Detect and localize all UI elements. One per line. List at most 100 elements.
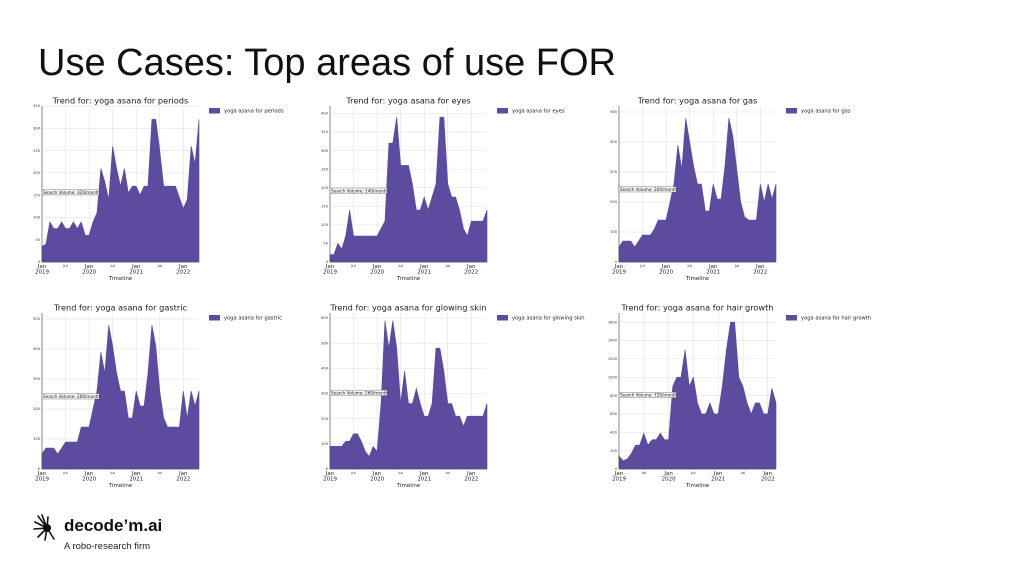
annotation-label: Search Volume: 140/month [331, 188, 388, 193]
x-tick-label-line: Jan [466, 471, 476, 477]
chart-glowing-skin: Trend for: yoga asana for glowing skin 0 1… [316, 303, 586, 493]
legend-label: yoga asana for periods [224, 109, 284, 115]
x-minor-tick-label: Jul [109, 264, 114, 268]
annotation-box [41, 393, 100, 400]
y-tick-label: 350 [33, 104, 41, 108]
x-tick-label-line: 2020 [662, 477, 676, 483]
y-tick-label: 400 [610, 430, 618, 434]
x-tick-label-line: Jan [178, 471, 188, 477]
area-series [41, 119, 200, 263]
y-tick-label: 400 [33, 347, 41, 351]
y-tick-label: 0 [38, 260, 41, 264]
y-tick-label: 500 [321, 341, 329, 345]
x-minor-tick-label: Jul [445, 471, 450, 475]
area-series [41, 324, 200, 470]
robot-hand-logo-icon [33, 514, 55, 541]
chart-title: Trend for: yoga asana for periods [52, 96, 188, 106]
y-tick-label: 0 [38, 467, 41, 471]
y-tick-label: 600 [321, 316, 329, 320]
x-minor-tick-label: Jul [740, 471, 745, 475]
x-tick-label-line: Jan [37, 264, 47, 270]
x-tick-label-line: Jan [325, 264, 335, 270]
y-tick-label: 600 [610, 412, 618, 416]
y-tick-label: 100 [610, 230, 618, 234]
x-tick-label-line: 2022 [464, 270, 478, 276]
y-tick-label: 1200 [608, 357, 618, 361]
x-tick-label-line: Jan [178, 264, 188, 270]
x-tick-label-line: Jan [84, 264, 94, 270]
x-tick-label-line: 2021 [706, 270, 720, 276]
x-tick-label: Jan 2022 [464, 264, 478, 276]
annotation-label: Search Volume: 720/month [620, 392, 677, 397]
y-tick-label: 500 [610, 110, 618, 114]
x-tick-label-line: 2019 [35, 270, 49, 276]
x-tick-label: Jan 2020 [82, 264, 96, 276]
y-tick-label: 50 [35, 238, 40, 242]
annotation-label: Search Volume: 320/month [43, 190, 100, 195]
y-tick-label: 0 [615, 260, 618, 264]
chart-hair-growth: Trend for: yoga asana for hair growth 0 20… [605, 303, 875, 493]
y-tick-label: 0 [615, 467, 618, 471]
brand-name: decode’m.ai [64, 516, 163, 535]
y-tick-label: 150 [33, 193, 41, 197]
x-tick-label-line: 2022 [464, 477, 478, 483]
x-tick-label: Jan 2022 [761, 471, 775, 483]
y-tick-label: 250 [321, 167, 329, 171]
x-tick-label-line: 2020 [659, 270, 673, 276]
x-minor-tick-label: Jul [397, 264, 402, 268]
x-tick-label-line: 2021 [711, 477, 725, 483]
annotation-box [329, 389, 388, 396]
chart-title: Trend for: yoga asana for gas [637, 96, 758, 106]
x-tick-label: Jan 2020 [370, 471, 384, 483]
x-tick-label: Jan 2019 [323, 264, 337, 276]
legend-swatch [209, 108, 220, 114]
annotation-box [618, 186, 677, 193]
x-tick-label-line: Jan [419, 264, 429, 270]
x-tick-label-line: Jan [661, 264, 671, 270]
x-tick-label-line: 2019 [323, 270, 337, 276]
y-tick-label: 800 [610, 394, 618, 398]
x-tick-label: Jan 2020 [659, 264, 673, 276]
x-tick-label: Jan 2021 [129, 471, 143, 483]
x-tick-label: Jan 2022 [176, 264, 190, 276]
x-minor-tick-label: Jul [641, 471, 646, 475]
chart-gastric: Trend for: yoga asana for gastric 0 100 200… [28, 303, 298, 493]
x-minor-tick-label: Jul [639, 264, 644, 268]
x-axis-label: Timeline [108, 276, 133, 282]
legend-swatch [497, 108, 508, 114]
y-tick-label: 0 [326, 260, 329, 264]
x-tick-label: Jan 2019 [612, 264, 626, 276]
y-tick-label: 350 [321, 130, 329, 134]
x-minor-tick-label: Jul [445, 264, 450, 268]
x-tick-label-line: Jan [372, 264, 382, 270]
x-tick-label: Jan 2020 [370, 264, 384, 276]
x-minor-tick-label: Jul [62, 471, 67, 475]
y-tick-label: 100 [321, 223, 329, 227]
x-tick-label-line: 2021 [129, 270, 143, 276]
x-tick-label-line: Jan [37, 471, 47, 477]
chart-title: Trend for: yoga asana for eyes [345, 96, 470, 106]
x-minor-tick-label: Jul [734, 264, 739, 268]
legend-label: yoga asana for gastric [224, 316, 282, 322]
y-tick-label: 300 [33, 377, 41, 381]
y-tick-label: 300 [321, 149, 329, 153]
x-tick-label-line: 2019 [612, 477, 626, 483]
y-tick-label: 1600 [608, 320, 618, 324]
brand-tagline: A robo-research firm [64, 541, 151, 552]
x-tick-label-line: Jan [466, 264, 476, 270]
annotation-label: Search Volume: 260/month [331, 390, 388, 395]
legend-swatch [786, 315, 797, 321]
chart-title: Trend for: yoga asana for glowing skin [329, 303, 486, 313]
chart-eyes: Trend for: yoga asana for eyes 0 50 100 150 2… [316, 96, 586, 286]
x-tick-label: Jan 2022 [753, 264, 767, 276]
area-series [329, 116, 488, 263]
y-tick-label: 1000 [608, 375, 618, 379]
x-axis-label: Timeline [396, 276, 421, 282]
area-series [618, 321, 777, 470]
y-tick-label: 0 [326, 467, 329, 471]
chart-periods: Trend for: yoga asana for periods 0 50 100 1… [28, 96, 298, 286]
x-tick-label-line: Jan [325, 471, 335, 477]
chart-svg: Trend for: yoga asana for periods 0 50 100 1… [33, 96, 284, 283]
x-tick-label-line: 2020 [370, 270, 384, 276]
x-tick-label-line: Jan [131, 471, 141, 477]
